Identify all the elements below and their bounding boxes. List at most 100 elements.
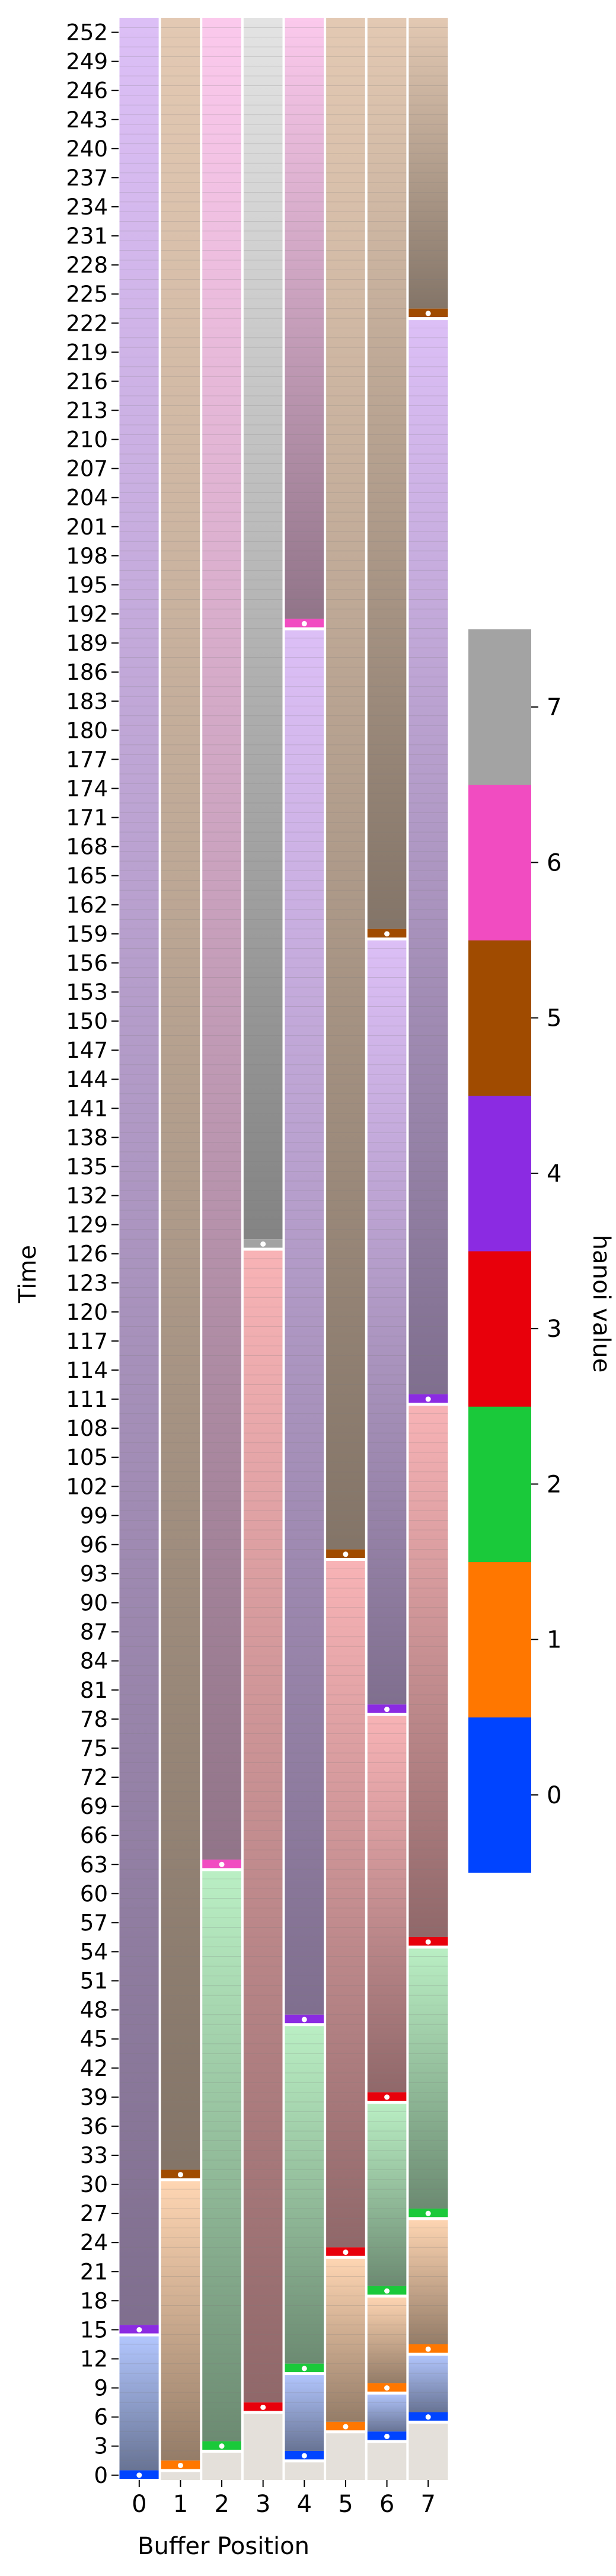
write-separator [408, 2353, 448, 2356]
age-shade-col-2-t3 [202, 1869, 242, 2441]
y-tick-label: 93 [80, 1561, 108, 1587]
y-tick-label: 63 [80, 1852, 108, 1877]
y-tick-label: 153 [66, 980, 108, 1005]
colorbar-tick-label: 4 [547, 1160, 561, 1188]
write-marker [301, 2017, 307, 2023]
colorbar-band-6 [468, 785, 531, 940]
y-tick-label: 174 [66, 776, 108, 801]
y-tick-label: 72 [80, 1765, 108, 1790]
y-tick-label: 120 [66, 1300, 108, 1325]
y-tick-label: 240 [66, 136, 108, 162]
y-tick-label: 105 [66, 1445, 108, 1470]
y-tick-label: 30 [80, 2172, 108, 2197]
write-separator [408, 317, 448, 321]
write-marker [425, 1396, 431, 1402]
column-separator [200, 18, 203, 2480]
y-tick-label: 57 [80, 1910, 108, 1935]
y-tick-label: 48 [80, 1998, 108, 2023]
write-separator [367, 1713, 407, 1716]
colorbar-label: hanoi value [588, 1235, 615, 1373]
colorbar-tick-label: 1 [547, 1627, 561, 1654]
write-separator [367, 2440, 407, 2443]
age-shade-col-1-t1 [161, 2179, 200, 2461]
write-marker [343, 1551, 349, 1557]
age-shade-col-4-t2 [285, 2373, 324, 2451]
write-marker [425, 2414, 431, 2420]
y-tick-label: 225 [66, 281, 108, 307]
y-tick-label: 66 [80, 1823, 108, 1848]
y-tick-label: 144 [66, 1067, 108, 1092]
y-tick-label: 114 [66, 1358, 108, 1383]
age-shade-col-6-t4 [367, 2392, 407, 2432]
write-marker [136, 2472, 142, 2478]
empty-cells [285, 2460, 324, 2480]
write-separator [243, 1247, 283, 1251]
write-separator [408, 2420, 448, 2424]
y-tick-label: 213 [66, 398, 108, 424]
y-tick-label: 126 [66, 1241, 108, 1267]
write-separator [285, 2372, 324, 2376]
empty-cells [367, 2441, 407, 2480]
write-separator [325, 2255, 366, 2259]
column-separator [241, 18, 244, 2480]
y-tick-label: 21 [80, 2259, 108, 2284]
write-marker [301, 2366, 307, 2372]
y-tick-label: 12 [80, 2347, 108, 2372]
x-tick-label: 0 [132, 2491, 146, 2518]
age-shade-col-7-t13 [408, 2218, 448, 2344]
write-marker [177, 2462, 183, 2468]
age-shade-col-7-t27 [408, 1947, 448, 2209]
write-marker [425, 2346, 431, 2352]
y-tick-label: 36 [80, 2114, 108, 2139]
write-marker [260, 2404, 266, 2410]
empty-cells [202, 2450, 242, 2480]
colorbar-band-4 [468, 1095, 531, 1252]
write-separator [202, 1868, 242, 1871]
age-shade-col-1-t31 [161, 18, 200, 2170]
y-tick-label: 195 [66, 572, 108, 598]
y-tick-label: 51 [80, 1969, 108, 1994]
column-separator [282, 18, 285, 2480]
y-tick-label: 204 [66, 485, 108, 511]
y-tick-label: 135 [66, 1154, 108, 1179]
y-tick-label: 198 [66, 543, 108, 569]
y-tick-label: 15 [80, 2317, 108, 2343]
colorbar-tick-label: 3 [547, 1316, 561, 1343]
write-separator [408, 1945, 448, 1949]
write-marker [384, 1707, 390, 1713]
y-tick-label: 186 [66, 660, 108, 685]
y-tick-label: 96 [80, 1532, 108, 1557]
write-separator [367, 2101, 407, 2104]
column-separator [406, 18, 409, 2480]
colorbar-tick-label: 2 [547, 1471, 561, 1498]
y-tick-label: 168 [66, 834, 108, 860]
y-tick-label: 189 [66, 631, 108, 656]
colorbar-tick-label: 5 [547, 1005, 561, 1032]
y-tick-label: 6 [94, 2405, 108, 2430]
write-marker [301, 620, 307, 626]
age-shade-col-2-t63 [202, 18, 242, 1860]
y-tick-label: 111 [66, 1387, 108, 1412]
write-separator [325, 2430, 366, 2434]
y-tick-label: 69 [80, 1794, 108, 1819]
y-tick-label: 27 [80, 2201, 108, 2226]
write-marker [384, 2433, 390, 2439]
y-tick-label: 243 [66, 107, 108, 133]
write-marker [343, 2249, 349, 2255]
write-separator [367, 2391, 407, 2395]
y-tick-label: 231 [66, 223, 108, 249]
age-shade-col-7-t6 [408, 2354, 448, 2412]
x-tick-label: 5 [338, 2491, 353, 2518]
write-separator [285, 627, 324, 631]
x-tick-label: 2 [214, 2491, 229, 2518]
y-tick-label: 165 [66, 863, 108, 889]
age-shade-col-0-t15 [119, 18, 159, 2325]
colorbar-band-3 [468, 1251, 531, 1407]
y-tick-label: 138 [66, 1125, 108, 1150]
y-tick-label: 228 [66, 252, 108, 278]
colorbar: 0 1 2 3 4 5 6 7 [468, 629, 561, 1873]
write-separator [367, 2295, 407, 2298]
x-tick-label: 4 [297, 2491, 312, 2518]
y-tick-label: 102 [66, 1474, 108, 1499]
